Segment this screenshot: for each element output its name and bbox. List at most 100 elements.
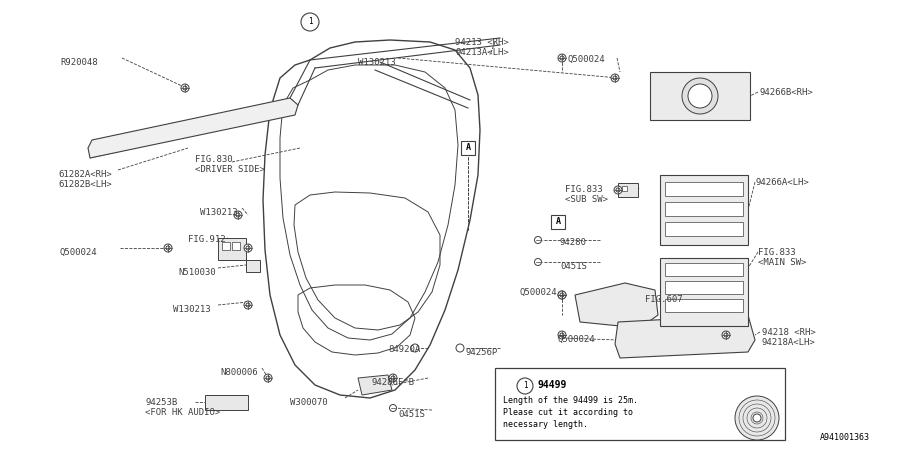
Text: <FOR HK AUDIO>: <FOR HK AUDIO> [145,408,220,417]
Text: W300070: W300070 [290,398,328,407]
Circle shape [722,331,730,339]
Bar [660,258,748,326]
Bar [660,175,748,245]
Circle shape [389,374,397,382]
Circle shape [244,244,252,252]
Circle shape [535,237,542,243]
Circle shape [264,374,272,382]
Text: 94286F*B: 94286F*B [372,378,415,387]
Text: Q500024: Q500024 [60,248,97,257]
Text: A941001363: A941001363 [820,433,870,442]
Bar [461,141,475,155]
Circle shape [236,213,240,217]
Circle shape [390,405,397,411]
Circle shape [682,78,718,114]
Text: 94253B: 94253B [145,398,177,407]
Polygon shape [205,395,248,410]
Text: FIG.912: FIG.912 [188,235,226,244]
Bar [665,202,743,216]
Text: FIG.833: FIG.833 [565,185,603,194]
Circle shape [517,378,533,394]
Text: 94213 <RH>: 94213 <RH> [455,38,508,47]
Text: 94213A<LH>: 94213A<LH> [455,48,508,57]
Text: 0451S: 0451S [560,262,587,271]
Bar [622,186,627,191]
Polygon shape [358,375,392,395]
Text: <SUB SW>: <SUB SW> [565,195,608,204]
Text: 0451S: 0451S [398,410,425,419]
Text: 84920A: 84920A [388,345,420,354]
Circle shape [166,246,170,250]
Text: 94280: 94280 [560,238,587,247]
Circle shape [234,211,242,219]
Text: N510030: N510030 [178,268,216,277]
Text: 94218 <RH>: 94218 <RH> [762,328,815,337]
Text: FIG.607: FIG.607 [645,295,682,304]
Bar [222,242,230,250]
Bar [618,183,638,197]
Circle shape [616,188,620,192]
Circle shape [558,54,566,62]
Circle shape [688,84,712,108]
Text: Q500024: Q500024 [520,288,558,297]
Bar [246,260,260,272]
Circle shape [411,344,419,352]
Bar [665,263,743,276]
Bar [665,182,743,196]
Circle shape [391,376,395,380]
Text: A: A [465,144,471,153]
Text: N800006: N800006 [220,368,257,377]
Circle shape [181,84,189,92]
Text: 94256P: 94256P [465,348,497,357]
Text: A: A [555,217,561,226]
Circle shape [560,56,564,60]
Text: W130213: W130213 [200,208,238,217]
Bar [650,72,750,120]
Text: 1: 1 [523,382,527,391]
Text: 94218A<LH>: 94218A<LH> [762,338,815,347]
Bar [665,299,743,312]
Polygon shape [88,98,298,158]
Text: R920048: R920048 [60,58,97,67]
Circle shape [614,186,622,194]
Text: Please cut it according to: Please cut it according to [503,408,633,417]
Text: FIG.830: FIG.830 [195,155,232,164]
Bar [218,238,246,260]
Polygon shape [575,283,658,328]
Circle shape [560,293,564,297]
Circle shape [558,291,566,299]
Bar [665,281,743,294]
Bar [551,215,565,229]
Circle shape [724,333,728,337]
Circle shape [753,414,761,422]
Text: 61282A<RH>: 61282A<RH> [58,170,112,179]
Text: W130213: W130213 [358,58,396,67]
Circle shape [735,396,779,440]
Bar [232,242,240,250]
Circle shape [456,344,464,352]
Text: 94266A<LH>: 94266A<LH> [755,178,809,187]
Circle shape [164,244,172,252]
Text: 1: 1 [308,18,312,27]
Text: W130213: W130213 [173,305,211,314]
Polygon shape [615,315,755,358]
Bar [665,222,743,236]
Circle shape [246,246,250,250]
Circle shape [301,13,319,31]
Text: necessary length.: necessary length. [503,420,588,429]
Text: FIG.833: FIG.833 [758,248,796,257]
Polygon shape [503,392,520,410]
Circle shape [560,293,564,297]
Circle shape [246,303,250,307]
Circle shape [613,76,617,80]
Circle shape [244,301,252,309]
Text: Q500024: Q500024 [558,335,596,344]
Circle shape [535,258,542,265]
Text: <DRIVER SIDE>: <DRIVER SIDE> [195,165,265,174]
Circle shape [558,291,566,299]
Text: Q500024: Q500024 [567,55,605,64]
Text: 94499: 94499 [537,380,566,390]
Circle shape [183,86,187,90]
Text: 61282B<LH>: 61282B<LH> [58,180,112,189]
Circle shape [611,74,619,82]
